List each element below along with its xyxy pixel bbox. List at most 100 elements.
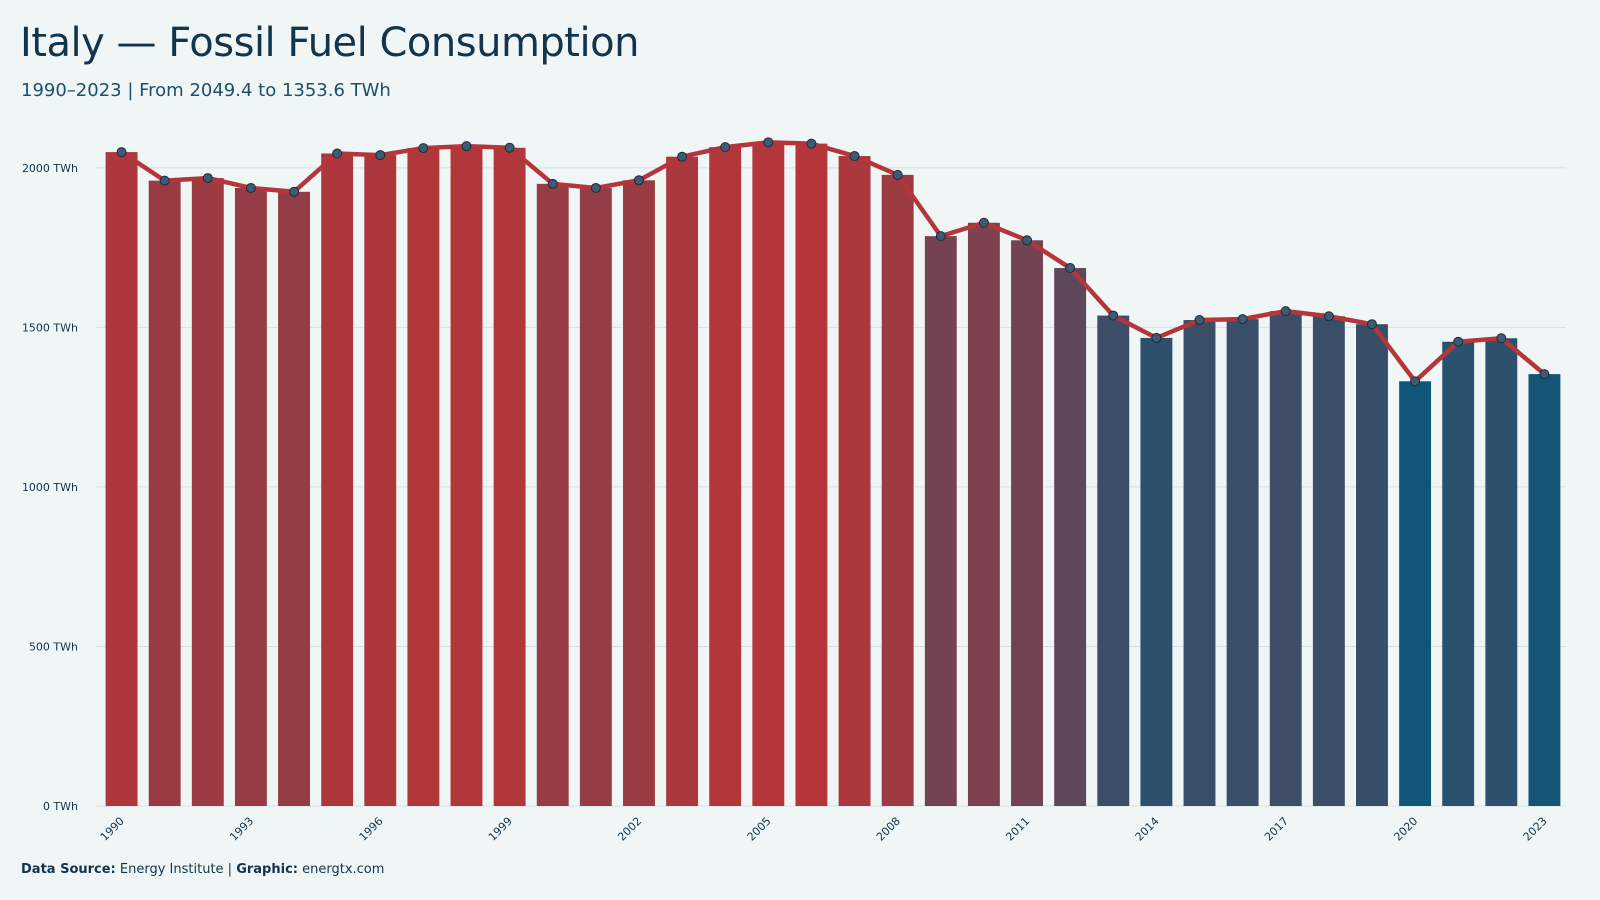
bar — [1312, 316, 1345, 806]
trend-point — [806, 138, 817, 149]
trend-point — [547, 178, 558, 189]
bar — [1054, 268, 1087, 807]
bar — [579, 187, 612, 806]
bar — [278, 191, 310, 806]
trend-point — [1410, 376, 1421, 387]
x-tick-label: 2005 — [745, 815, 774, 844]
bar — [752, 142, 785, 806]
trend-point — [590, 182, 601, 193]
trend-point — [1108, 310, 1119, 321]
chart-title: Italy — Fossil Fuel Consumption — [20, 20, 639, 66]
x-tick-label: 2023 — [1521, 815, 1550, 844]
trend-point — [116, 147, 127, 158]
trend-point — [1366, 319, 1377, 330]
trend-point — [418, 143, 429, 154]
x-tick-label: 1999 — [486, 815, 515, 844]
y-tick-label: 1000 TWh — [22, 481, 78, 494]
trend-point — [1022, 235, 1033, 246]
trend-point — [1065, 263, 1076, 274]
trend-point — [1539, 369, 1550, 380]
bar — [1140, 337, 1173, 806]
bar — [881, 174, 914, 806]
footer-credits: Data Source: Energy Institute | Graphic:… — [21, 862, 384, 877]
y-tick-label: 500 TWh — [29, 640, 78, 653]
bar — [450, 146, 483, 807]
x-tick-label: 2017 — [1262, 815, 1291, 844]
trend-point — [245, 182, 256, 193]
source-label: Data Source: — [21, 862, 116, 877]
bar — [709, 147, 742, 807]
grid-lines — [96, 167, 1566, 807]
bar — [1356, 324, 1388, 806]
bar — [1226, 319, 1259, 806]
trend-point — [1280, 306, 1291, 317]
bar — [536, 183, 569, 806]
bar — [364, 155, 397, 807]
bar — [234, 187, 267, 806]
trend-point — [633, 175, 644, 186]
trend-point — [1453, 336, 1464, 347]
bar — [1011, 240, 1043, 806]
bar — [838, 156, 871, 807]
bar — [1485, 338, 1518, 806]
bar — [1442, 341, 1475, 806]
y-axis-ticks: 0 TWh 500 TWh 1000 TWh 1500 TWh 2000 TWh — [22, 162, 78, 813]
trend-point — [159, 175, 170, 186]
x-tick-label: 1993 — [227, 815, 256, 844]
bar — [1183, 320, 1216, 806]
trend-point — [720, 142, 731, 153]
bar — [666, 156, 699, 807]
trend-point — [289, 186, 300, 197]
bar — [924, 236, 957, 807]
x-tick-label: 1996 — [357, 815, 386, 844]
y-tick-label: 0 TWh — [43, 800, 78, 813]
bar — [105, 152, 138, 807]
bar — [1269, 311, 1302, 806]
trend-point — [1323, 311, 1334, 322]
bar — [623, 180, 655, 806]
bars — [105, 142, 1561, 807]
source-value: Energy Institute | — [119, 862, 233, 877]
trend-point — [849, 151, 860, 162]
trend-point — [202, 173, 213, 184]
chart-subtitle: 1990–2023 | From 2049.4 to 1353.6 TWh — [21, 80, 391, 101]
bar — [1528, 374, 1561, 806]
graphic-value: energtx.com — [302, 862, 385, 877]
x-tick-label: 1990 — [98, 815, 127, 844]
bar — [795, 143, 828, 807]
bar — [148, 180, 181, 806]
y-tick-label: 1500 TWh — [22, 321, 78, 334]
bar — [1097, 315, 1130, 806]
trend-point — [332, 148, 343, 159]
trend-point — [1151, 332, 1162, 343]
y-tick-label: 2000 TWh — [22, 162, 78, 175]
trend-point — [1496, 333, 1507, 344]
x-axis-ticks: 1990 1993 1996 1999 2002 2005 2008 2011 2014 2017… — [98, 815, 1550, 844]
trend-point — [1237, 314, 1248, 325]
trend-line — [119, 140, 1547, 384]
trend-points — [116, 137, 1550, 387]
x-tick-label: 2008 — [874, 815, 903, 844]
bar — [1399, 381, 1432, 806]
bar — [321, 153, 354, 806]
graphic-label: Graphic: — [236, 862, 298, 877]
bar — [493, 147, 526, 807]
trend-line-path — [119, 140, 1547, 384]
trend-point — [461, 141, 472, 152]
trend-point — [892, 169, 903, 180]
trend-point — [1194, 315, 1205, 326]
trend-point — [504, 142, 515, 153]
trend-point — [375, 150, 386, 161]
x-tick-label: 2011 — [1003, 815, 1032, 844]
x-tick-label: 2020 — [1391, 815, 1420, 844]
x-tick-label: 2014 — [1133, 815, 1162, 844]
x-tick-label: 2002 — [615, 815, 644, 844]
bar — [407, 148, 440, 807]
bar — [967, 222, 1000, 806]
trend-point — [763, 137, 774, 148]
bar — [191, 178, 224, 807]
trend-point — [978, 217, 989, 228]
trend-point — [935, 231, 946, 242]
